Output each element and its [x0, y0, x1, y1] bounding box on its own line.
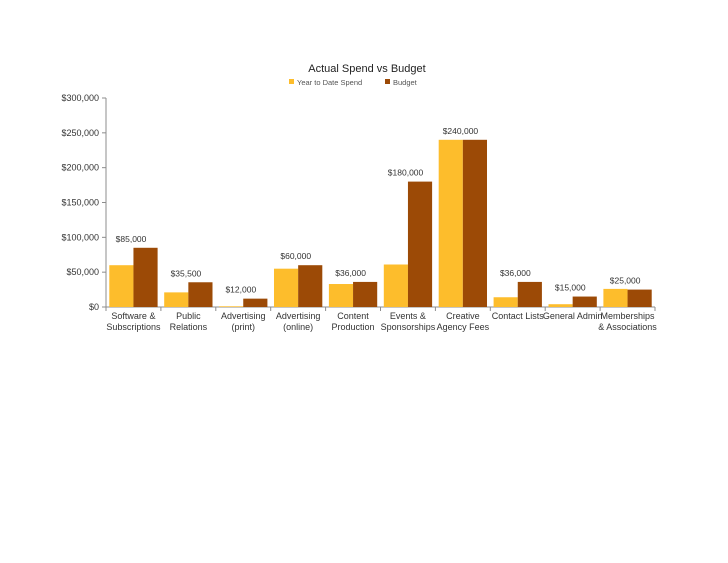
data-label: $36,000 [500, 268, 531, 278]
y-tick-label: $0 [89, 302, 99, 312]
category-label: Software & Subscriptions [106, 311, 161, 332]
bar-spend [548, 304, 573, 307]
category-label: Contact Lists [492, 311, 545, 321]
category-label: Advertising (print) [221, 311, 266, 332]
data-label: $25,000 [610, 276, 641, 286]
y-tick-label: $150,000 [61, 198, 99, 208]
bar-spend [219, 306, 244, 307]
data-label: $240,000 [443, 126, 479, 136]
legend-label: Year to Date Spend [297, 78, 362, 87]
chart-title: Actual Spend vs Budget [308, 63, 425, 75]
category-label: Memberships & Associations [598, 311, 657, 332]
bars [109, 139, 652, 307]
bar-budget [298, 265, 323, 307]
bar-spend [273, 268, 299, 307]
category-label: Content Production [332, 311, 375, 332]
bar-budget [572, 296, 597, 307]
data-labels: $85,000 $35,500 $12,000 $60,000 $36,000 $180,… [116, 126, 641, 295]
y-tick-label: $100,000 [61, 232, 99, 242]
bar-budget [407, 181, 433, 307]
y-tick-label: $200,000 [61, 163, 99, 173]
bar-spend [438, 139, 463, 307]
bar-budget [243, 298, 268, 307]
data-label: $36,000 [335, 268, 366, 278]
y-tick-label: $300,000 [61, 93, 99, 103]
y-tick-label: $250,000 [61, 128, 99, 138]
category-label: Events & Sponsorships [381, 311, 436, 332]
data-label: $60,000 [280, 251, 311, 261]
bar-budget [133, 247, 158, 307]
data-label: $12,000 [225, 285, 256, 295]
bar-spend [493, 297, 518, 307]
data-label: $85,000 [116, 234, 147, 244]
bar-spend [383, 264, 408, 307]
data-label: $15,000 [555, 283, 586, 293]
category-labels: Software & Subscriptions Public Relations Ad… [106, 311, 657, 332]
legend: Year to Date Spend Budget [289, 78, 418, 87]
bar-spend [328, 284, 354, 307]
category-label: Creative Agency Fees [437, 311, 490, 332]
bar-spend [164, 292, 189, 307]
bar-budget [627, 289, 652, 307]
legend-label: Budget [393, 78, 418, 87]
bar-budget [517, 281, 542, 307]
bar-budget [188, 282, 213, 307]
category-label: Advertising (online) [276, 311, 321, 332]
bar-spend [109, 265, 134, 307]
category-label: General Admin [543, 311, 603, 321]
bar-budget [353, 281, 378, 307]
bar-spend [603, 288, 628, 307]
y-tick-label: $50,000 [66, 267, 99, 277]
bar-budget [462, 139, 488, 307]
legend-swatch [385, 79, 390, 84]
legend-swatch [289, 79, 294, 84]
data-label: $180,000 [388, 168, 424, 178]
category-label: Public Relations [170, 311, 208, 332]
data-label: $35,500 [171, 268, 202, 278]
